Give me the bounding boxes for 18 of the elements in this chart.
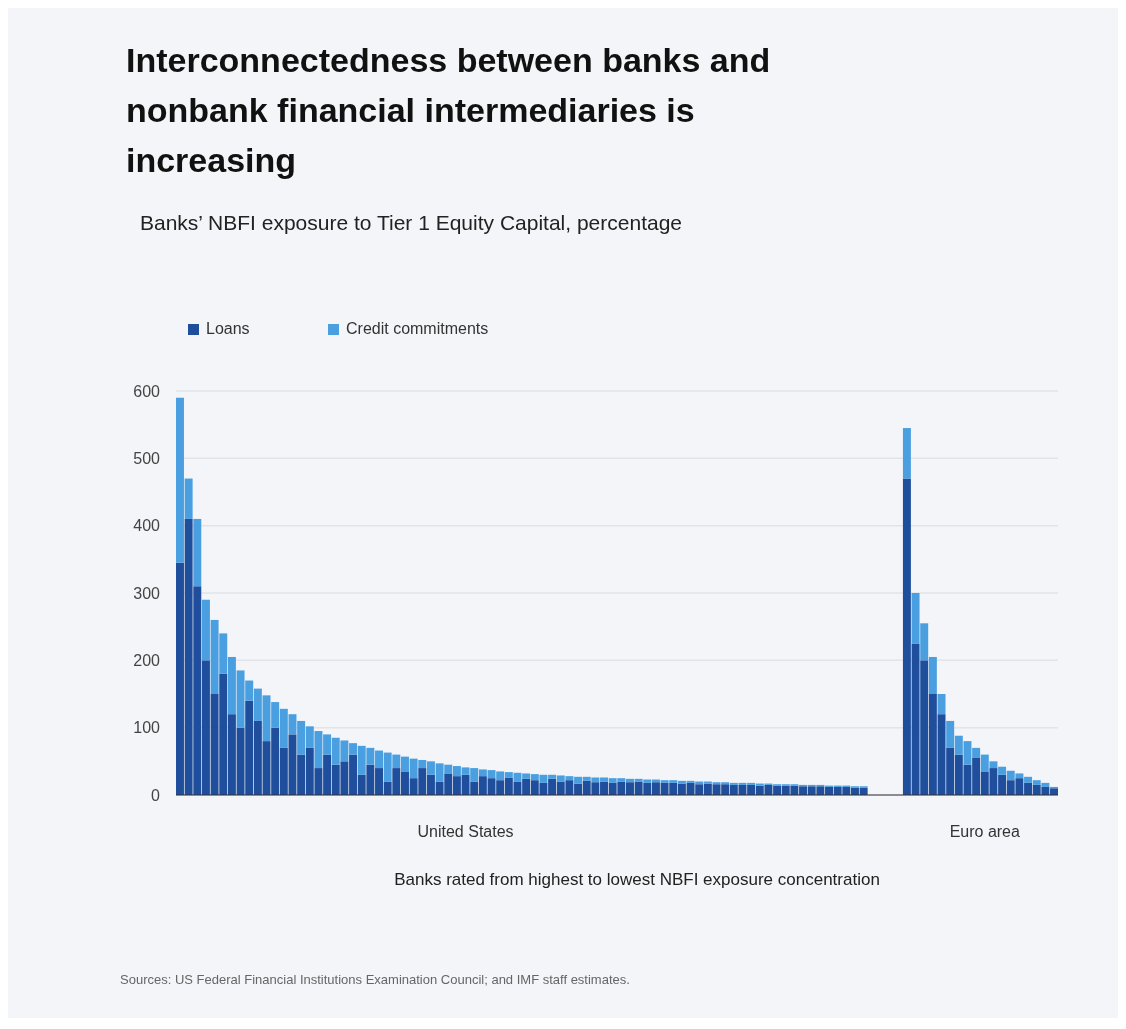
bar	[902, 428, 911, 479]
y-tick-label: 400	[133, 517, 161, 535]
legend-label: Loans	[206, 320, 250, 337]
chart-title: Interconnectedness between banks and nonbank financial intermediaries is increasing	[126, 41, 771, 179]
legend-label: Credit commitments	[346, 320, 489, 337]
x-axis-title: Banks rated from highest to lowest NBFI exposure concentration	[394, 870, 880, 889]
y-tick-label: 600	[133, 382, 161, 400]
bar	[937, 694, 946, 715]
chart-subtitle: Banks’ NBFI exposure to Tier 1 Equity Capital, percentage	[140, 211, 683, 234]
y-tick-label: 200	[133, 651, 161, 669]
bar	[193, 518, 202, 587]
y-tick-label: 0	[151, 786, 161, 804]
x-tick-label: Euro area	[949, 823, 1021, 840]
y-tick-label: 100	[133, 719, 161, 737]
source-note: Sources: US Federal Financial Institutions Examination Council; and IMF staff estimates.	[120, 972, 630, 987]
y-tick-label: 500	[133, 449, 161, 467]
x-tick-label: United States	[417, 823, 514, 840]
y-tick-label: 300	[133, 584, 161, 602]
